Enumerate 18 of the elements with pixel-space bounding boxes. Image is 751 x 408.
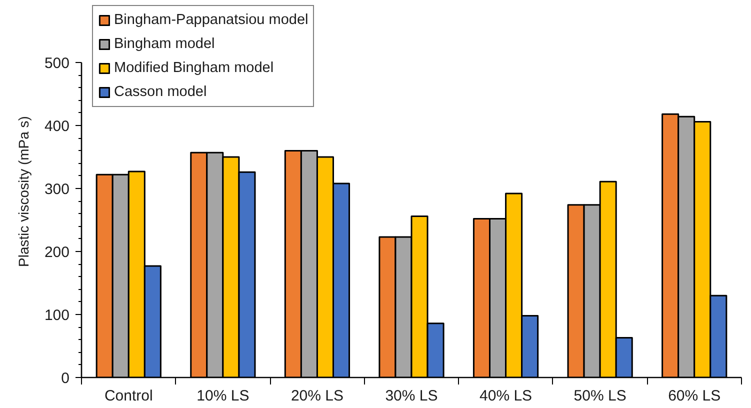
y-axis-title: Plastic viscosity (mPa s) [15,116,32,267]
legend-label: Modified Bingham model [114,59,274,77]
legend-label: Casson model [114,83,207,101]
x-tick-label: 60% LS [668,388,721,404]
x-tick-label: 30% LS [385,388,438,404]
y-tick-label: 0 [61,370,70,387]
y-tick-label: 300 [44,181,70,198]
x-tick-label: 20% LS [290,388,344,404]
x-tick-label: Control [104,388,153,404]
x-tick-label: 50% LS [574,388,626,404]
y-tick-label: 400 [44,118,70,135]
y-tick-label: 100 [44,307,70,324]
legend-label: Bingham model [114,35,215,53]
x-tick-label: 10% LS [196,388,250,404]
y-tick-label: 200 [44,244,70,261]
x-tick-label: 40% LS [480,388,532,404]
y-tick-label: 500 [44,55,70,72]
legend-label: Bingham-Pappanatsiou model [114,11,308,29]
